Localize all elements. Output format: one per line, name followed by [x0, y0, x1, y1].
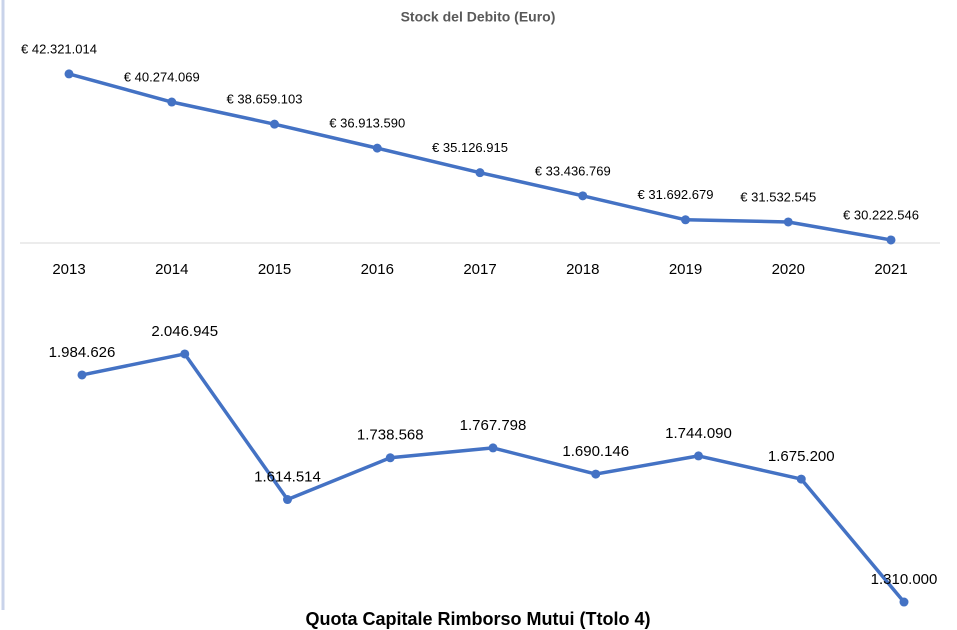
data-label: € 31.532.545 — [740, 189, 816, 204]
data-label: 1.675.200 — [768, 448, 835, 465]
data-label: € 38.659.103 — [227, 92, 303, 107]
data-point — [270, 119, 279, 129]
data-point — [385, 453, 395, 463]
data-point — [899, 597, 909, 607]
data-label: 1.310.000 — [871, 571, 938, 588]
x-tick-label: 2020 — [772, 261, 805, 278]
x-tick-label: 2013 — [52, 261, 85, 278]
data-label: 1.744.090 — [665, 425, 732, 442]
x-tick-label: 2017 — [463, 261, 496, 278]
data-point — [783, 217, 793, 227]
data-point — [283, 495, 292, 505]
data-point — [591, 469, 601, 479]
data-label: € 33.436.769 — [535, 163, 611, 178]
x-tick-label: 2016 — [361, 261, 394, 278]
data-label: 1.767.798 — [460, 417, 527, 434]
data-label: € 42.321.014 — [21, 41, 97, 56]
data-point — [681, 215, 690, 225]
data-label: € 36.913.590 — [329, 116, 405, 131]
data-label: € 31.692.679 — [638, 187, 714, 202]
x-tick-label: 2014 — [155, 261, 188, 278]
data-point — [578, 191, 588, 201]
data-label: 2.046.945 — [151, 323, 218, 340]
data-label: 1.984.626 — [49, 344, 116, 361]
data-point — [488, 443, 498, 453]
data-point — [694, 451, 703, 461]
data-label: € 30.222.546 — [843, 207, 919, 222]
data-label: € 35.126.915 — [432, 140, 508, 155]
x-tick-label: 2021 — [874, 261, 907, 278]
data-point — [372, 143, 382, 153]
data-point — [796, 474, 806, 484]
data-point — [167, 97, 177, 107]
data-point — [886, 235, 896, 245]
x-tick-label: 2015 — [258, 261, 291, 278]
chart-title: Stock del Debito (Euro) — [401, 9, 556, 25]
data-label: 1.738.568 — [357, 427, 424, 444]
x-tick-label: 2018 — [566, 261, 599, 278]
data-label: 1.690.146 — [562, 443, 629, 460]
chart-title: Quota Capitale Rimborso Mutui (Ttolo 4) — [306, 609, 651, 629]
data-point — [475, 168, 485, 178]
x-tick-label: 2019 — [669, 261, 702, 278]
data-point — [77, 370, 87, 380]
data-label: € 40.274.069 — [124, 69, 200, 84]
data-label: 1.614.514 — [254, 468, 321, 485]
data-point — [64, 69, 74, 79]
data-point — [180, 349, 190, 359]
